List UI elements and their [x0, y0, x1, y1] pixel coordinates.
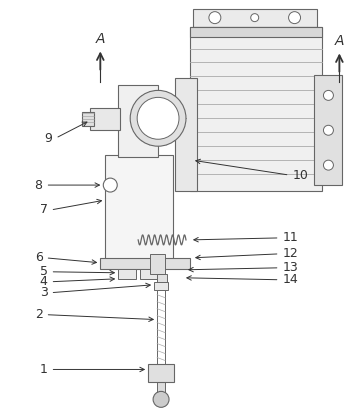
Bar [315, 75, 342, 185]
Text: 12: 12 [283, 248, 298, 260]
Text: 11: 11 [283, 231, 298, 244]
Text: 7: 7 [40, 203, 48, 216]
Bar [90, 108, 120, 130]
Bar [140, 269, 158, 279]
Text: 3: 3 [40, 286, 48, 299]
Text: 5: 5 [40, 265, 48, 278]
Text: 8: 8 [35, 178, 42, 192]
Circle shape [251, 14, 259, 22]
Text: 2: 2 [35, 308, 42, 321]
Text: 1: 1 [40, 363, 48, 376]
Circle shape [289, 12, 301, 24]
Bar [157, 290, 165, 364]
Bar [157, 274, 167, 282]
Bar [150, 254, 165, 274]
Bar [154, 282, 168, 290]
Bar [190, 27, 323, 37]
Bar [150, 112, 153, 124]
Bar [147, 112, 150, 124]
Circle shape [323, 125, 333, 135]
Bar [193, 9, 318, 27]
Bar [133, 110, 145, 126]
Text: A: A [335, 34, 344, 47]
Circle shape [130, 90, 186, 146]
Circle shape [209, 12, 221, 24]
Bar [157, 382, 165, 396]
Bar [118, 269, 136, 279]
Bar [82, 112, 94, 126]
Text: 6: 6 [35, 251, 42, 264]
Bar [175, 79, 197, 191]
Circle shape [153, 391, 169, 407]
Circle shape [137, 97, 179, 139]
Bar [100, 258, 190, 269]
Text: 14: 14 [283, 273, 298, 286]
Text: 4: 4 [40, 275, 48, 288]
Bar [105, 155, 173, 265]
Circle shape [323, 160, 333, 170]
Text: A: A [95, 32, 105, 46]
Text: 9: 9 [45, 132, 53, 145]
Bar [148, 364, 174, 382]
Circle shape [103, 178, 117, 192]
Text: 10: 10 [293, 168, 309, 182]
Bar [190, 27, 323, 191]
Text: 13: 13 [283, 261, 298, 274]
Circle shape [323, 90, 333, 100]
Bar [118, 85, 158, 157]
